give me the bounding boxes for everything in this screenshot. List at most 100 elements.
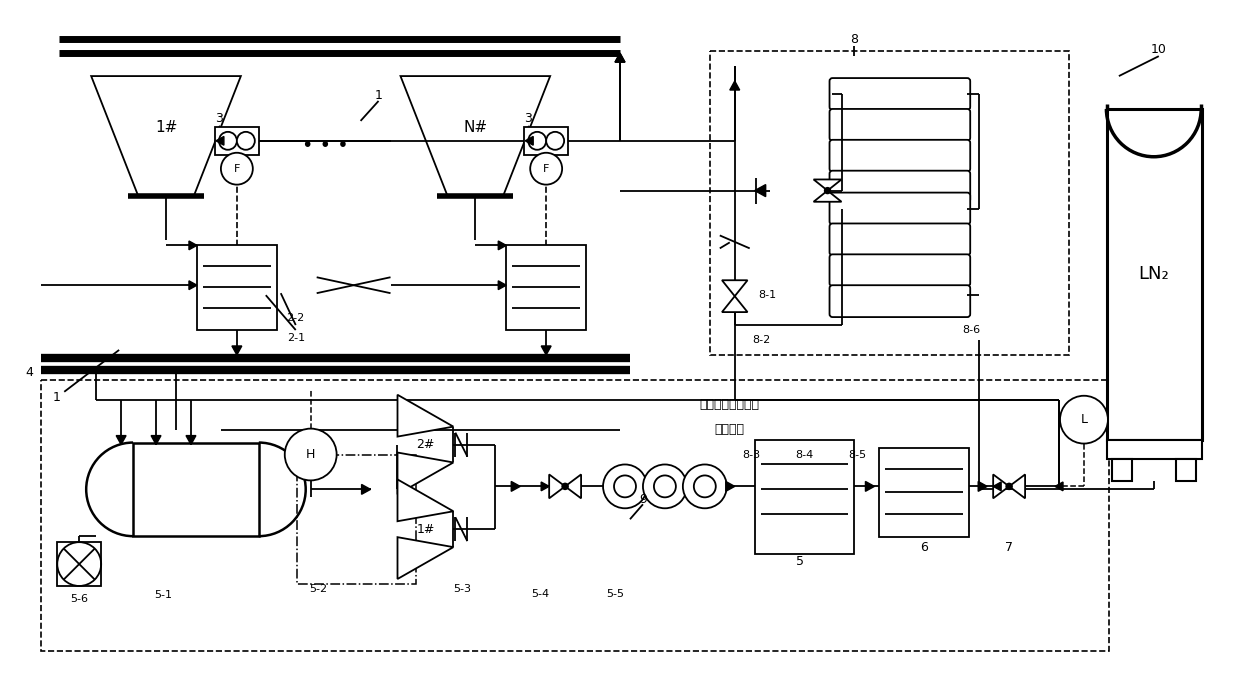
Bar	[215, 127, 259, 155]
Polygon shape	[813, 179, 842, 191]
Polygon shape	[549, 474, 565, 498]
Text: 仪表尾气收集管路: 仪表尾气收集管路	[699, 398, 760, 411]
Polygon shape	[526, 136, 533, 145]
Bar	[1176, 460, 1195, 481]
Text: 8-4: 8-4	[796, 450, 813, 460]
Text: H: H	[306, 448, 315, 461]
Polygon shape	[1009, 474, 1025, 498]
FancyBboxPatch shape	[830, 171, 970, 203]
Bar	[296, 454, 417, 584]
Polygon shape	[722, 296, 748, 312]
Circle shape	[603, 464, 647, 508]
Circle shape	[562, 483, 568, 489]
Polygon shape	[541, 346, 551, 355]
Polygon shape	[993, 474, 1009, 498]
Circle shape	[825, 188, 831, 193]
Text: 4: 4	[25, 367, 33, 379]
Polygon shape	[722, 280, 748, 296]
Text: 2-2: 2-2	[286, 313, 305, 323]
Text: 8: 8	[851, 33, 858, 46]
Text: 泄压管路: 泄压管路	[714, 423, 745, 436]
Text: 1: 1	[374, 90, 382, 102]
Text: 8-2: 8-2	[753, 335, 771, 345]
Polygon shape	[232, 346, 242, 355]
Text: 10: 10	[1151, 42, 1167, 56]
Polygon shape	[117, 435, 126, 445]
Circle shape	[531, 153, 562, 185]
Polygon shape	[216, 136, 224, 145]
Polygon shape	[362, 485, 371, 494]
Circle shape	[653, 475, 676, 497]
Circle shape	[57, 542, 102, 586]
Circle shape	[237, 132, 254, 150]
Circle shape	[1006, 483, 1012, 489]
Circle shape	[1060, 396, 1107, 443]
Polygon shape	[813, 191, 842, 202]
FancyBboxPatch shape	[830, 140, 970, 172]
Text: 5-4: 5-4	[531, 589, 549, 599]
Text: 8-6: 8-6	[962, 325, 981, 335]
Bar	[1107, 109, 1202, 439]
Text: 5-5: 5-5	[606, 589, 624, 599]
Circle shape	[221, 153, 253, 185]
Polygon shape	[541, 482, 549, 491]
Polygon shape	[615, 53, 625, 62]
Text: 5-2: 5-2	[310, 584, 327, 594]
FancyBboxPatch shape	[830, 224, 970, 255]
Bar	[525, 127, 568, 155]
Text: LN₂: LN₂	[1138, 266, 1169, 283]
Text: 6: 6	[920, 541, 929, 553]
Text: L: L	[1080, 413, 1087, 426]
Text: 5: 5	[796, 555, 804, 568]
Bar	[41, 380, 1109, 650]
Polygon shape	[92, 76, 241, 195]
FancyBboxPatch shape	[830, 78, 970, 110]
Text: 9: 9	[639, 493, 647, 506]
Text: 1#: 1#	[155, 121, 177, 135]
Polygon shape	[498, 281, 506, 290]
Bar	[57, 542, 102, 586]
Circle shape	[528, 132, 546, 150]
Circle shape	[219, 132, 237, 150]
Text: 2-1: 2-1	[286, 333, 305, 343]
Text: • • •: • • •	[303, 136, 348, 155]
Text: 1#: 1#	[417, 523, 435, 536]
Polygon shape	[398, 479, 454, 521]
Bar	[1107, 439, 1202, 460]
Circle shape	[683, 464, 727, 508]
Text: N#: N#	[464, 121, 487, 135]
Bar	[197, 245, 277, 330]
Text: 8-1: 8-1	[759, 290, 776, 300]
Text: F: F	[543, 164, 549, 174]
Bar	[755, 439, 854, 554]
Text: 8-5: 8-5	[848, 450, 867, 460]
Text: 7: 7	[1006, 541, 1013, 553]
Bar	[133, 443, 259, 537]
Text: F: F	[233, 164, 241, 174]
Polygon shape	[151, 435, 161, 445]
Text: 5-1: 5-1	[154, 590, 172, 600]
Text: 5-6: 5-6	[71, 594, 88, 604]
Circle shape	[546, 132, 564, 150]
Bar	[879, 448, 970, 537]
Polygon shape	[398, 395, 454, 437]
Bar	[506, 245, 587, 330]
Circle shape	[644, 464, 687, 508]
Circle shape	[285, 429, 336, 481]
Bar	[1112, 460, 1132, 481]
Polygon shape	[398, 537, 454, 579]
FancyBboxPatch shape	[830, 109, 970, 141]
Polygon shape	[615, 53, 625, 62]
Polygon shape	[186, 435, 196, 445]
FancyBboxPatch shape	[830, 254, 970, 286]
Polygon shape	[565, 474, 582, 498]
Text: 5-3: 5-3	[454, 584, 471, 594]
Polygon shape	[401, 76, 551, 195]
Polygon shape	[755, 185, 765, 197]
Polygon shape	[398, 452, 454, 494]
Text: 8-3: 8-3	[743, 450, 761, 460]
FancyBboxPatch shape	[830, 285, 970, 317]
FancyBboxPatch shape	[830, 193, 970, 224]
Text: 1: 1	[52, 391, 61, 404]
Polygon shape	[978, 481, 987, 491]
